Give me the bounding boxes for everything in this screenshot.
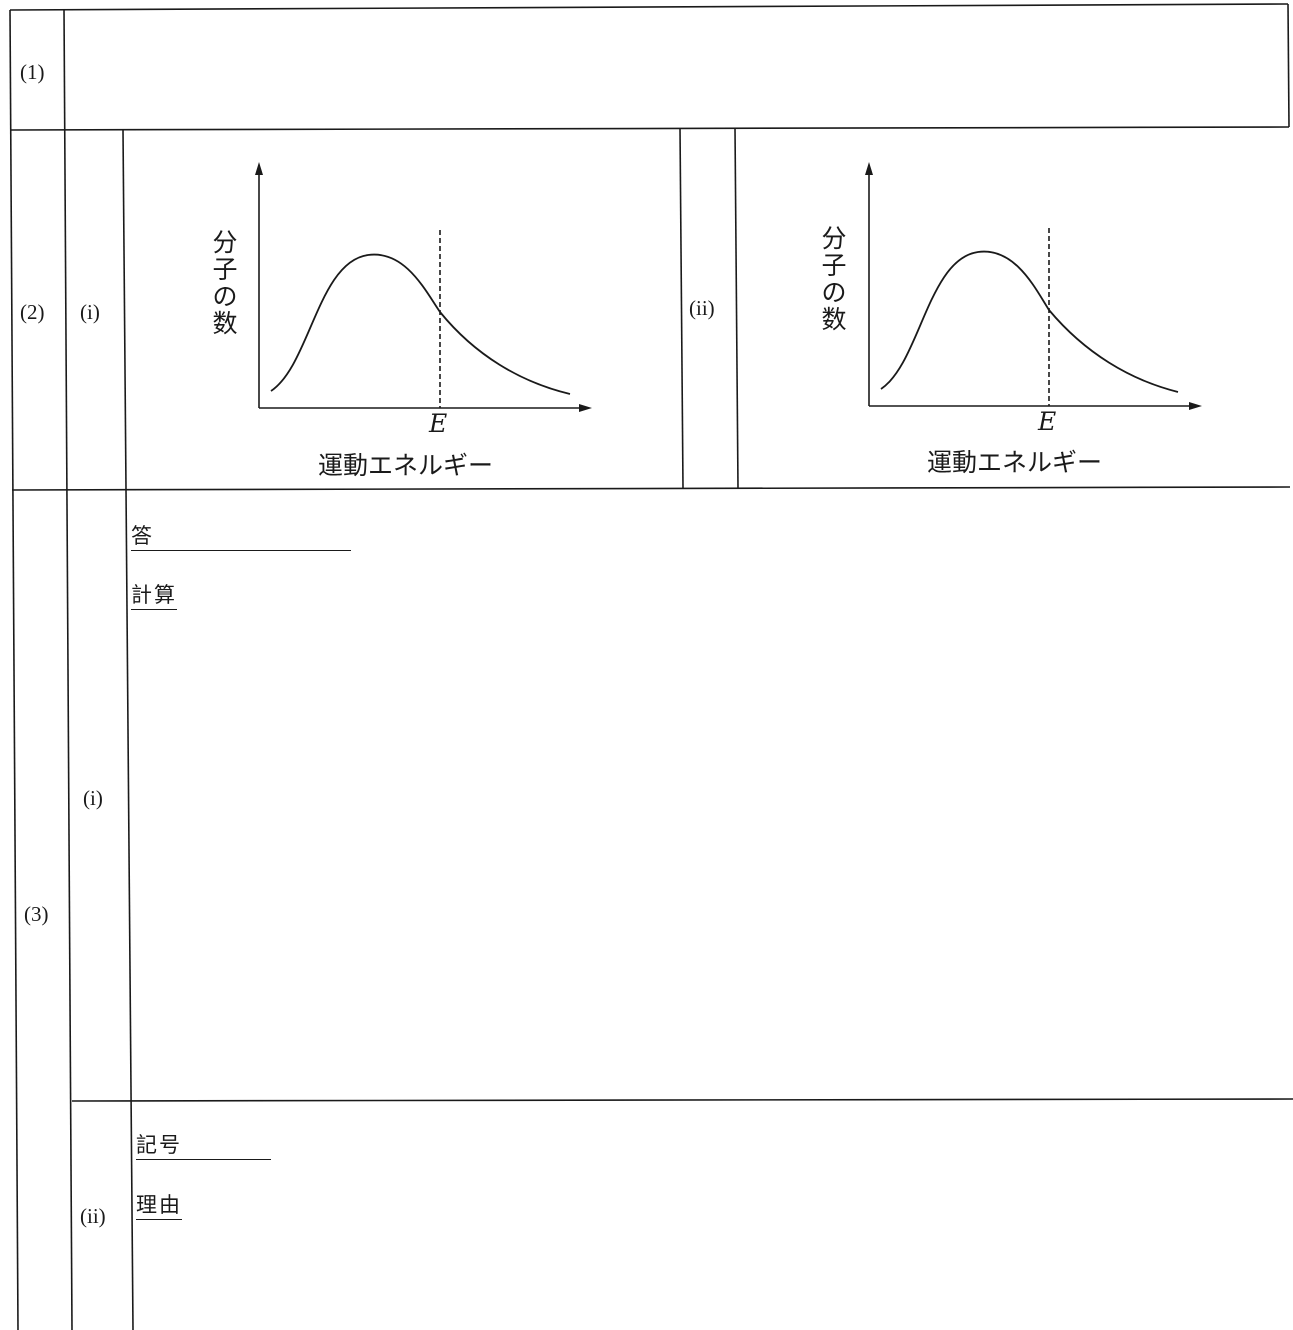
energy-marker-i: E xyxy=(429,409,448,438)
y-axis-char: の xyxy=(212,282,238,311)
y-axis-char: 子 xyxy=(212,255,238,284)
reason-area[interactable] xyxy=(140,1225,1280,1325)
y-axis-label-i: 分 子 の 数 xyxy=(210,229,240,337)
y-axis-label-ii: 分 子 の 数 xyxy=(819,225,849,333)
reason-label: 理由 xyxy=(136,1195,182,1220)
symbol-label: 記号 xyxy=(136,1135,271,1160)
energy-marker-ii: E xyxy=(1038,407,1057,436)
distribution-curve xyxy=(270,253,571,395)
x-axis-arrowhead xyxy=(579,404,592,412)
y-axis-char: 数 xyxy=(212,309,238,338)
q3-label: (3) xyxy=(24,902,49,926)
y-axis-char: 分 xyxy=(821,224,847,253)
q2-part-i-label: (i) xyxy=(80,300,100,324)
q3-part-ii-label: (ii) xyxy=(80,1204,106,1228)
energy-distribution-graph-ii[interactable] xyxy=(850,150,1250,450)
x-axis-label-ii: 運動エネルギー xyxy=(927,448,1103,477)
distribution-curve xyxy=(880,250,1179,393)
y-axis-char: 分 xyxy=(212,228,238,257)
y-axis-char: 子 xyxy=(821,251,847,280)
y-axis-arrowhead xyxy=(255,162,263,175)
calculation-area[interactable] xyxy=(140,620,1280,1090)
x-axis-label-i: 運動エネルギー xyxy=(318,451,494,480)
y-axis-arrowhead xyxy=(865,162,873,175)
y-axis-char: 数 xyxy=(821,305,847,334)
calculation-label: 計算 xyxy=(131,585,177,610)
q2-part-ii-label: (ii) xyxy=(689,296,715,320)
answer-label: 答 xyxy=(131,526,351,551)
energy-distribution-graph-i[interactable] xyxy=(240,150,640,450)
y-axis-char: の xyxy=(821,278,847,307)
x-axis-arrowhead xyxy=(1189,402,1202,410)
q2-label: (2) xyxy=(20,300,45,324)
q1-answer-field[interactable] xyxy=(70,14,1282,124)
q3-part-i-label: (i) xyxy=(83,786,103,810)
q1-label: (1) xyxy=(20,60,45,84)
